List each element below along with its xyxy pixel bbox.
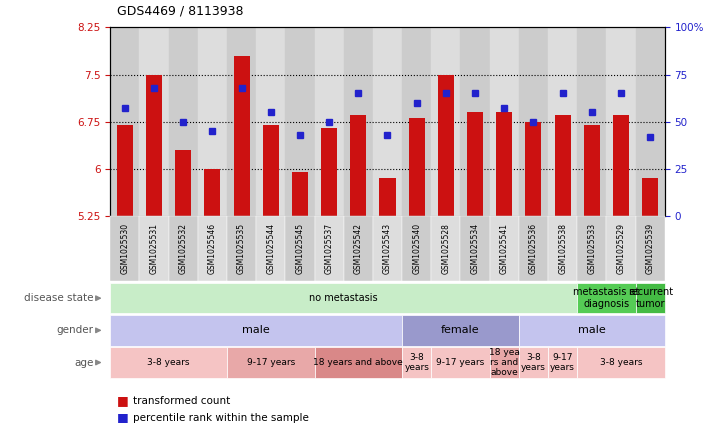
Bar: [636, 27, 665, 216]
Text: 9-17 years: 9-17 years: [247, 358, 295, 367]
Text: GSM1025546: GSM1025546: [208, 223, 217, 274]
Bar: [402, 27, 432, 216]
Text: male: male: [578, 325, 606, 335]
Text: age: age: [75, 357, 94, 368]
Bar: [548, 27, 577, 216]
Bar: [409, 118, 424, 216]
Text: ■: ■: [117, 412, 129, 423]
Bar: [496, 112, 513, 216]
Bar: [642, 178, 658, 216]
Bar: [519, 27, 548, 216]
Text: GSM1025541: GSM1025541: [500, 223, 509, 274]
Text: GSM1025528: GSM1025528: [442, 223, 450, 274]
Bar: [139, 27, 169, 216]
Bar: [525, 122, 542, 216]
Bar: [169, 27, 198, 216]
Text: female: female: [441, 325, 480, 335]
Text: GSM1025534: GSM1025534: [471, 223, 479, 274]
Text: 9-17 years: 9-17 years: [437, 358, 485, 367]
Text: transformed count: transformed count: [133, 396, 230, 406]
Text: GDS4469 / 8113938: GDS4469 / 8113938: [117, 5, 244, 18]
Bar: [314, 27, 343, 216]
Bar: [606, 27, 636, 216]
Text: 3-8 years: 3-8 years: [147, 358, 190, 367]
Bar: [110, 27, 139, 216]
Text: GSM1025539: GSM1025539: [646, 223, 655, 274]
Bar: [117, 125, 133, 216]
Text: GSM1025530: GSM1025530: [120, 223, 129, 274]
Text: 3-8
years: 3-8 years: [405, 353, 429, 372]
Bar: [613, 115, 629, 216]
Bar: [263, 125, 279, 216]
Text: disease state: disease state: [24, 293, 94, 303]
Text: GSM1025529: GSM1025529: [616, 223, 626, 274]
Text: GSM1025533: GSM1025533: [587, 223, 597, 274]
Text: 18 yea
rs and
above: 18 yea rs and above: [488, 348, 520, 377]
Bar: [204, 169, 220, 216]
Text: percentile rank within the sample: percentile rank within the sample: [133, 413, 309, 423]
Text: recurrent
tumor: recurrent tumor: [628, 287, 673, 309]
Bar: [438, 74, 454, 216]
Text: male: male: [242, 325, 270, 335]
Text: gender: gender: [57, 325, 94, 335]
Bar: [256, 27, 285, 216]
Text: ■: ■: [117, 395, 129, 407]
Bar: [584, 125, 600, 216]
Text: 3-8 years: 3-8 years: [600, 358, 642, 367]
Bar: [461, 27, 490, 216]
Text: no metastasis: no metastasis: [309, 293, 378, 303]
Bar: [577, 27, 606, 216]
Text: GSM1025536: GSM1025536: [529, 223, 538, 274]
Bar: [467, 112, 483, 216]
Text: 9-17
years: 9-17 years: [550, 353, 575, 372]
Text: GSM1025537: GSM1025537: [325, 223, 333, 274]
Text: metastasis at
diagnosis: metastasis at diagnosis: [573, 287, 640, 309]
Bar: [292, 172, 308, 216]
Text: GSM1025543: GSM1025543: [383, 223, 392, 274]
Text: GSM1025540: GSM1025540: [412, 223, 421, 274]
Text: GSM1025545: GSM1025545: [296, 223, 304, 274]
Text: GSM1025535: GSM1025535: [237, 223, 246, 274]
Text: 3-8
years: 3-8 years: [521, 353, 546, 372]
Bar: [227, 27, 256, 216]
Bar: [373, 27, 402, 216]
Bar: [343, 27, 373, 216]
Text: GSM1025538: GSM1025538: [558, 223, 567, 274]
Bar: [146, 74, 162, 216]
Bar: [351, 115, 366, 216]
Bar: [285, 27, 314, 216]
Bar: [555, 115, 571, 216]
Bar: [380, 178, 395, 216]
Text: GSM1025532: GSM1025532: [178, 223, 188, 274]
Bar: [490, 27, 519, 216]
Text: GSM1025544: GSM1025544: [266, 223, 275, 274]
Bar: [432, 27, 461, 216]
Text: GSM1025542: GSM1025542: [354, 223, 363, 274]
Bar: [321, 128, 337, 216]
Bar: [175, 150, 191, 216]
Text: GSM1025531: GSM1025531: [149, 223, 159, 274]
Bar: [233, 56, 250, 216]
Bar: [198, 27, 227, 216]
Text: 18 years and above: 18 years and above: [314, 358, 403, 367]
